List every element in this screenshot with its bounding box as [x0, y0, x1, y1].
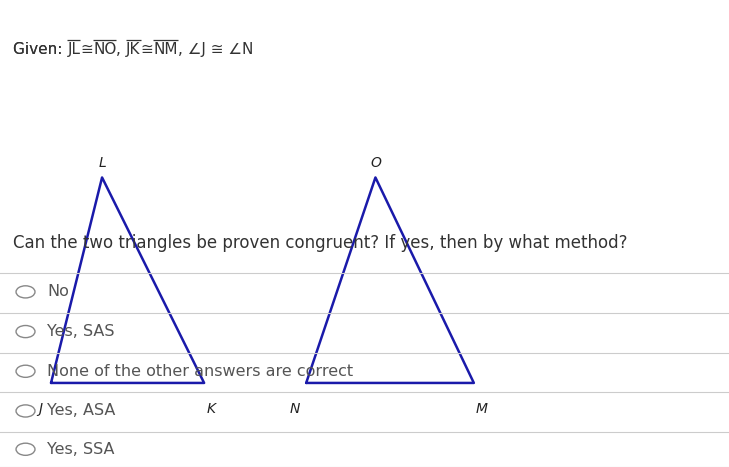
Text: NM: NM: [154, 42, 178, 57]
Text: ≅: ≅: [141, 42, 154, 57]
Text: ,: ,: [117, 42, 126, 57]
Text: Yes, SAS: Yes, SAS: [47, 324, 115, 339]
Text: J: J: [38, 402, 42, 416]
Text: K: K: [207, 402, 216, 416]
Text: ≅: ≅: [80, 42, 93, 57]
Text: Given:: Given:: [13, 42, 67, 57]
Text: Yes, ASA: Yes, ASA: [47, 403, 116, 418]
Text: Yes, SSA: Yes, SSA: [47, 442, 115, 457]
Text: Given:: Given:: [13, 42, 67, 57]
Text: O: O: [370, 156, 381, 170]
Text: N: N: [290, 402, 300, 416]
Text: None of the other answers are correct: None of the other answers are correct: [47, 364, 354, 379]
Text: NO: NO: [93, 42, 117, 57]
Text: L: L: [98, 156, 106, 170]
Text: Can the two triangles be proven congruent? If yes, then by what method?: Can the two triangles be proven congruen…: [13, 234, 628, 252]
Text: M: M: [475, 402, 487, 416]
Text: JL: JL: [67, 42, 80, 57]
Text: JK: JK: [126, 42, 141, 57]
Text: , ∠J ≅ ∠N: , ∠J ≅ ∠N: [178, 42, 254, 57]
Text: No: No: [47, 284, 69, 299]
